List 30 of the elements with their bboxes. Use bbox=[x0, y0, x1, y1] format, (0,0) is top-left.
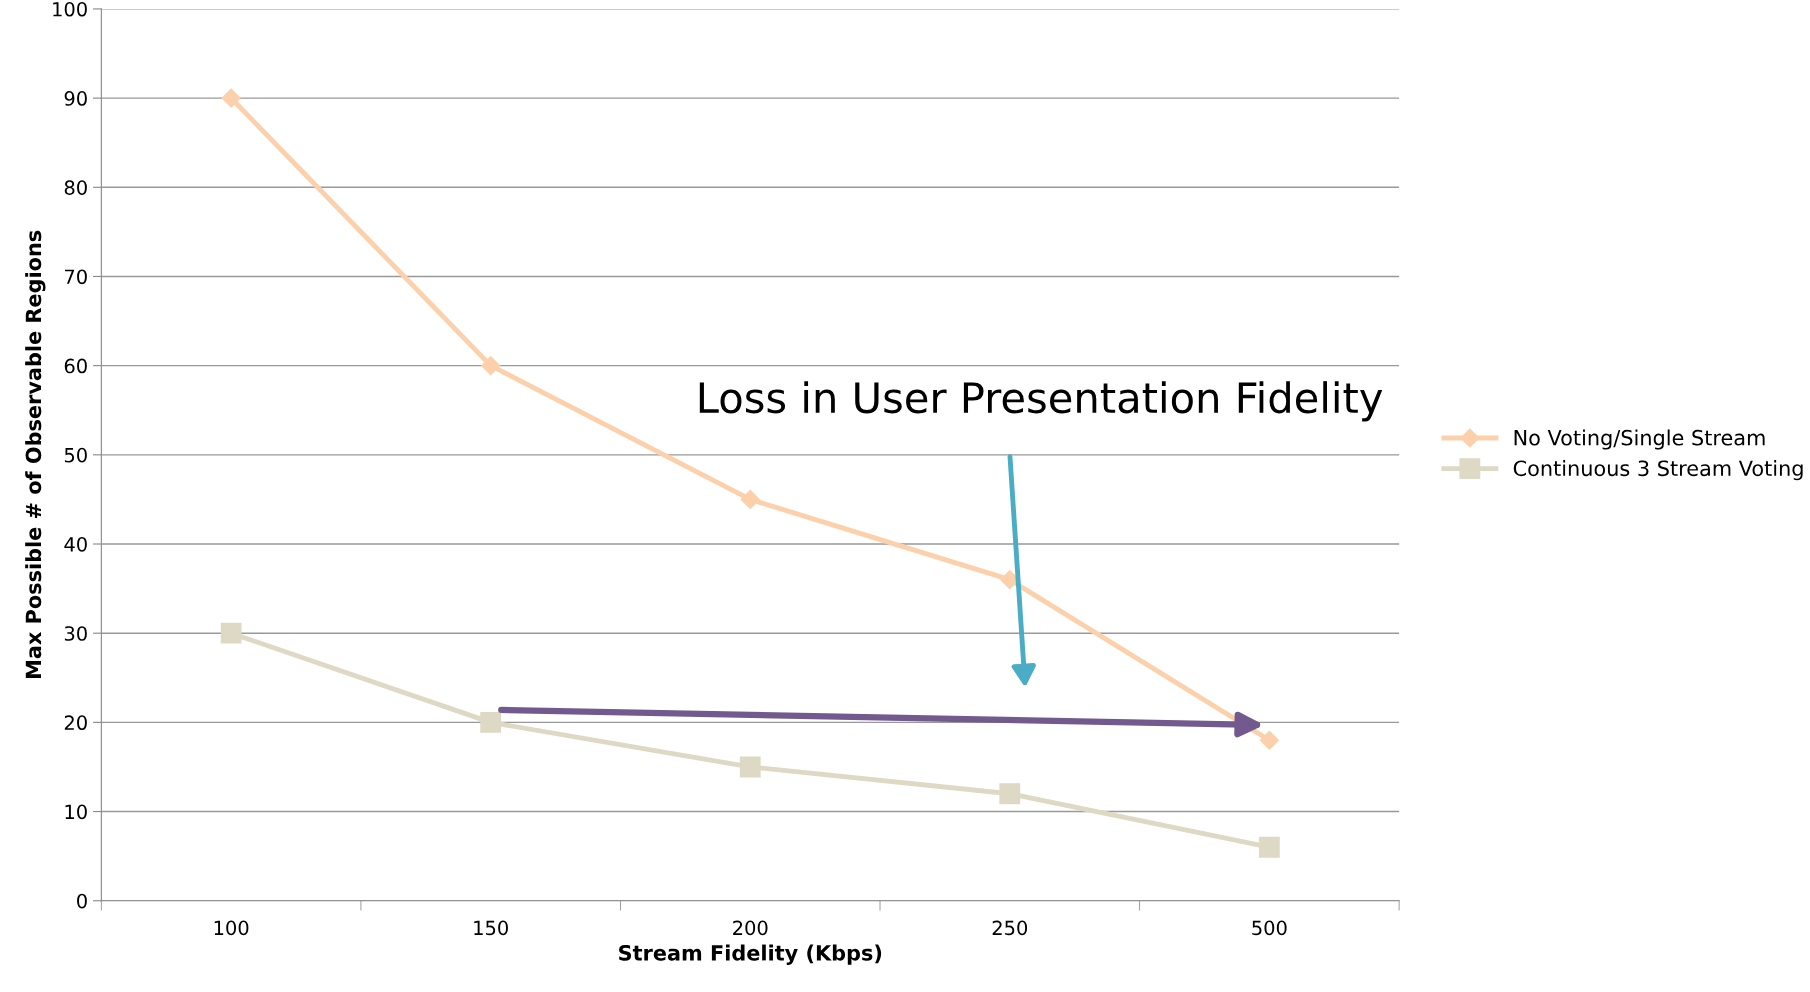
x-tick-label: 250 bbox=[992, 920, 1028, 936]
point bbox=[1258, 836, 1280, 858]
point bbox=[220, 622, 242, 644]
x-tick-label: 500 bbox=[1252, 920, 1287, 936]
y-tick-label: 20 bbox=[64, 715, 87, 731]
y-tick-label: 90 bbox=[64, 91, 87, 106]
point bbox=[480, 711, 502, 733]
point bbox=[740, 489, 760, 509]
x-tick-label: 100 bbox=[214, 920, 249, 936]
y-tick-label: 50 bbox=[64, 447, 87, 463]
y-axis-title: Max Possible # of Observable Regions bbox=[25, 230, 46, 678]
y-tick-label: 10 bbox=[65, 804, 87, 820]
y-tick-label: 100 bbox=[53, 1, 87, 17]
y-tick-label: 60 bbox=[64, 358, 87, 374]
x-tick-label: 200 bbox=[733, 920, 768, 936]
x-tick-label: 150 bbox=[474, 920, 508, 936]
y-tick-label: 0 bbox=[77, 893, 87, 909]
point bbox=[999, 783, 1021, 805]
legend-label: Continuous 3 Stream Voting bbox=[1513, 460, 1803, 481]
point bbox=[739, 756, 761, 778]
legend-label: No Voting/Single Stream bbox=[1514, 429, 1765, 450]
y-tick-label: 70 bbox=[65, 269, 87, 285]
y-tick-label: 40 bbox=[64, 536, 87, 552]
point bbox=[221, 88, 241, 108]
y-tick-label: 80 bbox=[64, 180, 87, 195]
annotation: Loss in User Presentation Fidelity bbox=[699, 381, 1383, 422]
x-axis-title: Stream Fidelity (Kbps) bbox=[619, 944, 882, 965]
point bbox=[481, 356, 501, 376]
y-tick-label: 30 bbox=[64, 626, 87, 641]
point bbox=[1259, 730, 1279, 750]
